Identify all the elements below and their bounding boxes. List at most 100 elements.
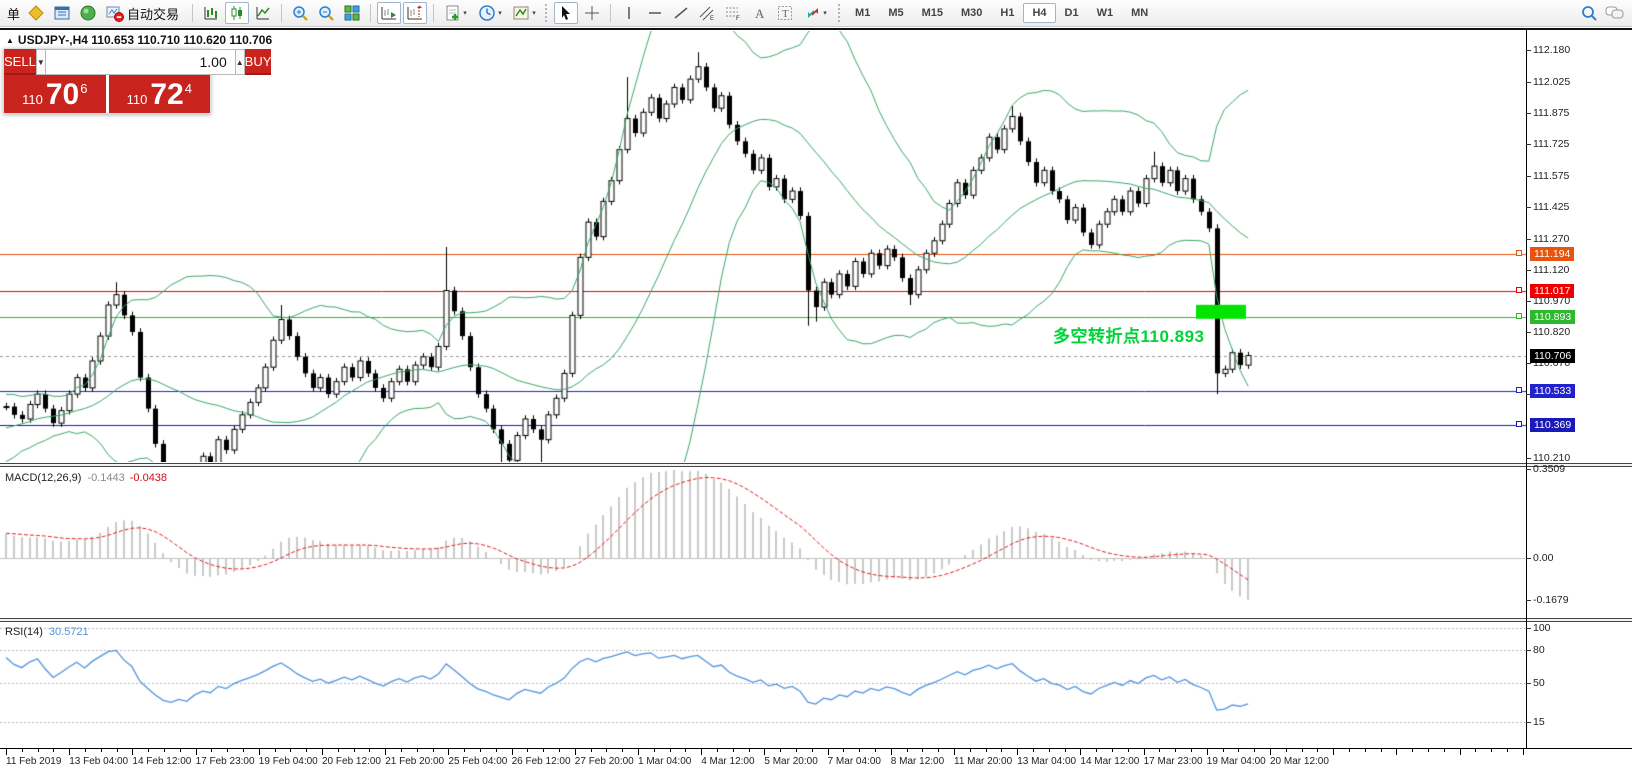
svg-text:F: F xyxy=(736,16,740,21)
trendline-icon[interactable] xyxy=(669,2,693,24)
time-axis-label: 27 Feb 20:00 xyxy=(574,756,634,767)
clock-icon xyxy=(479,5,496,21)
autotrading-label: 自动交易 xyxy=(127,6,180,22)
horizontal-line-icon[interactable] xyxy=(643,2,667,24)
time-axis-label: 19 Mar 04:00 xyxy=(1206,756,1266,767)
main-toolbar: 单 自动交易 ▾ ▾ ▾ xyxy=(0,0,1632,27)
price-tick: 111.270 xyxy=(1533,232,1570,245)
periods-button[interactable]: ▾ xyxy=(474,2,506,24)
collapse-triangle-icon[interactable]: ▲ xyxy=(6,36,14,45)
timeframe-m1[interactable]: M1 xyxy=(855,7,871,19)
price-tick-mark xyxy=(1526,144,1531,146)
timeframe-d1[interactable]: D1 xyxy=(1064,7,1079,19)
toolbar-grip[interactable] xyxy=(838,4,842,22)
price-axis-line xyxy=(1526,30,1527,748)
market-watch-icon[interactable] xyxy=(50,2,74,24)
time-axis-tick xyxy=(622,749,623,752)
sell-price-big-figure: 110 xyxy=(22,92,43,107)
price-tick: 111.120 xyxy=(1533,263,1570,276)
time-axis-tick xyxy=(1223,749,1224,752)
price-tick-mark xyxy=(1526,458,1531,460)
hline-handle[interactable] xyxy=(1516,312,1522,319)
chart-shift-icon[interactable] xyxy=(403,2,428,24)
timeframe-h1[interactable]: H1 xyxy=(1000,7,1015,19)
buy-price[interactable]: 110 72 4 xyxy=(108,75,210,113)
hline-handle[interactable] xyxy=(1516,287,1522,294)
chart-candles-icon[interactable] xyxy=(225,2,250,24)
time-axis-label: 14 Feb 12:00 xyxy=(132,756,192,767)
new-order-partial-label[interactable]: 单 xyxy=(7,6,21,22)
timeframe-m5[interactable]: M5 xyxy=(888,7,904,19)
time-axis-label: 25 Feb 04:00 xyxy=(448,756,508,767)
chat-icon[interactable] xyxy=(1603,2,1627,24)
panel-splitter[interactable] xyxy=(0,463,1632,467)
hline-handle[interactable] xyxy=(1516,250,1522,257)
price-tick: 111.725 xyxy=(1533,138,1570,151)
autoscroll-icon[interactable] xyxy=(377,2,402,24)
separator xyxy=(281,4,283,22)
vertical-line-icon[interactable] xyxy=(617,2,641,24)
time-axis-tick xyxy=(1317,749,1318,752)
chart-title: ▲ USDJPY-,H4 110.653 110.710 110.620 110.… xyxy=(6,33,273,47)
volume-increase-button[interactable]: ▲ xyxy=(234,49,245,75)
timeframe-mn[interactable]: MN xyxy=(1131,7,1149,19)
chart-bars-icon[interactable] xyxy=(199,2,223,24)
timeframe-m30[interactable]: M30 xyxy=(961,7,983,19)
gold-order-icon[interactable] xyxy=(24,2,48,24)
indicators-button[interactable]: ▾ xyxy=(440,2,472,24)
time-axis-tick xyxy=(196,749,197,755)
time-axis-tick xyxy=(1144,749,1145,755)
tile-windows-icon[interactable] xyxy=(340,2,364,24)
text-label-icon[interactable]: T xyxy=(773,2,797,24)
navigator-icon[interactable] xyxy=(76,2,100,24)
cursor-icon[interactable] xyxy=(554,2,579,24)
time-axis-tick xyxy=(1207,749,1208,755)
template-icon xyxy=(513,6,529,20)
time-axis-tick xyxy=(38,749,39,752)
time-axis-tick xyxy=(1491,749,1492,752)
time-axis-tick xyxy=(1396,749,1397,755)
templates-button[interactable]: ▾ xyxy=(508,2,540,24)
time-axis-tick xyxy=(606,749,607,752)
macd-scale-tick: 0.3509 xyxy=(1533,463,1566,475)
time-axis-tick xyxy=(591,749,592,752)
zoom-in-icon[interactable] xyxy=(288,2,312,24)
main-chart-canvas[interactable] xyxy=(0,31,1526,462)
rsi-panel-canvas[interactable] xyxy=(0,623,1526,747)
volume-input[interactable] xyxy=(45,49,235,75)
sell-price[interactable]: 110 70 6 xyxy=(4,75,106,113)
channel-icon[interactable]: E xyxy=(695,2,719,24)
time-axis-tick xyxy=(1349,749,1350,752)
time-axis-tick xyxy=(306,749,307,752)
hline-handle[interactable] xyxy=(1516,421,1522,428)
sell-button[interactable]: SELL xyxy=(4,49,36,75)
time-axis-label: 7 Mar 04:00 xyxy=(827,756,881,767)
timeframe-m15[interactable]: M15 xyxy=(921,7,943,19)
zoom-out-icon[interactable] xyxy=(314,2,338,24)
pivot-annotation-text: 多空转折点110.893 xyxy=(1053,327,1205,346)
buy-button[interactable]: BUY xyxy=(244,49,272,75)
fibonacci-icon[interactable]: F xyxy=(721,2,745,24)
autotrading-button[interactable]: 自动交易 xyxy=(102,2,186,24)
timeframe-h4[interactable]: H4 xyxy=(1023,3,1056,23)
svg-text:E: E xyxy=(710,16,714,21)
timeframe-w1[interactable]: W1 xyxy=(1096,7,1114,19)
price-tick-mark xyxy=(1526,300,1531,302)
macd-panel-canvas[interactable] xyxy=(0,468,1526,618)
volume-decrease-button[interactable]: ▼ xyxy=(35,49,46,75)
hline-price-tag: 111.194 xyxy=(1530,247,1575,262)
time-axis-label: 20 Feb 12:00 xyxy=(322,756,381,767)
chart-line-icon[interactable] xyxy=(251,2,275,24)
arrows-button[interactable]: ▾ xyxy=(799,2,833,24)
crosshair-icon[interactable] xyxy=(580,2,604,24)
panel-splitter[interactable] xyxy=(0,618,1632,622)
time-axis-tick xyxy=(970,749,971,752)
time-axis-tick xyxy=(448,749,449,755)
text-icon[interactable]: A xyxy=(747,2,771,24)
toolbar-grip[interactable] xyxy=(545,4,549,22)
buy-price-point: 4 xyxy=(184,81,192,96)
time-axis-tick xyxy=(1017,749,1018,755)
search-icon[interactable] xyxy=(1577,2,1601,24)
time-axis-tick xyxy=(22,749,23,752)
hline-handle[interactable] xyxy=(1516,387,1522,394)
